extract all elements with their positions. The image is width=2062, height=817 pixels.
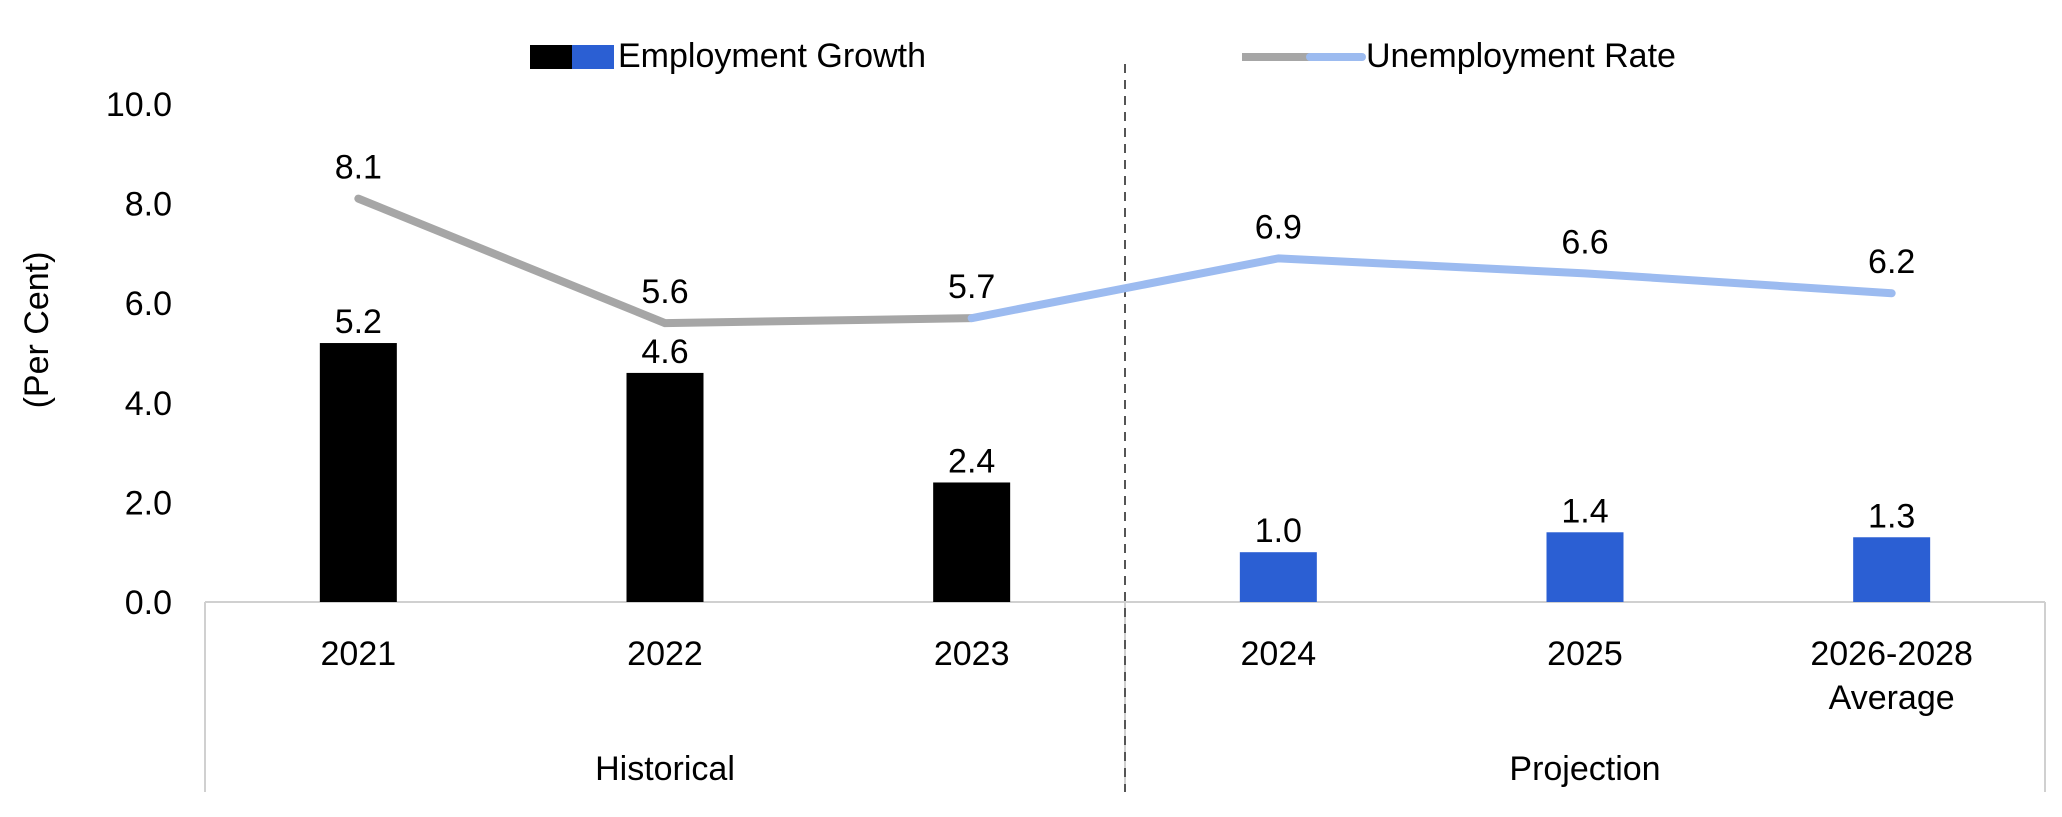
- legend-item-unemployment-rate: Unemployment Rate: [1242, 37, 1676, 75]
- line-label-2021: 8.1: [335, 149, 382, 187]
- line-label-2025: 6.6: [1561, 223, 1608, 261]
- bar-series-employment-growth: [319, 343, 1931, 602]
- x-tick-label-2026-2028-average: 2026-2028 Average: [1810, 635, 1973, 717]
- x-axis-frame: [204, 64, 2046, 792]
- bar-label-2021: 5.2: [335, 303, 382, 341]
- y-axis-ticks: 0.0 2.0 4.0 6.0 8.0 10.0: [106, 86, 172, 622]
- y-tick-label-4-0: 4.0: [125, 385, 172, 423]
- y-tick-label-6-0: 6.0: [125, 285, 172, 323]
- legend-item-employment-growth: Employment Growth: [530, 37, 926, 75]
- line-series-unemployment-rate: [354, 194, 1896, 328]
- legend-swatch-employment-growth-historical: [530, 45, 572, 69]
- group-label-projection: Projection: [1509, 750, 1660, 788]
- bar-label-2025: 1.4: [1561, 492, 1608, 530]
- x-axis-category-labels: 2021 2022 2023 2024 2025 2026-2028 Average: [321, 635, 1973, 717]
- y-tick-label-0-0: 0.0: [125, 584, 172, 622]
- x-tick-label-2023: 2023: [934, 635, 1010, 673]
- y-tick-label-8-0: 8.0: [125, 186, 172, 224]
- bar-label-2024: 1.0: [1255, 512, 1302, 550]
- line-segment-projection: [967, 254, 1896, 323]
- legend: Employment Growth Unemployment Rate: [530, 37, 1676, 75]
- bar-2022: [626, 372, 704, 602]
- legend-label-unemployment-rate: Unemployment Rate: [1366, 37, 1676, 75]
- y-tick-label-10-0: 10.0: [106, 86, 172, 124]
- bar-2025: [1546, 532, 1624, 602]
- group-label-historical: Historical: [595, 750, 735, 788]
- bar-label-2023: 2.4: [948, 442, 995, 480]
- bar-label-2022: 4.6: [641, 333, 688, 371]
- legend-label-employment-growth: Employment Growth: [618, 37, 926, 75]
- bar-2024: [1239, 552, 1317, 602]
- bar-2026-2028-average: [1853, 537, 1931, 602]
- line-data-labels: 8.1 5.6 5.7 6.9 6.6 6.2: [335, 149, 1916, 312]
- y-tick-label-2-0: 2.0: [125, 484, 172, 522]
- line-segment-historical: [354, 194, 976, 328]
- bar-2023: [933, 482, 1011, 602]
- x-axis-group-labels: Historical Projection: [595, 750, 1661, 788]
- line-label-2024: 6.9: [1255, 208, 1302, 246]
- y-axis-title: (Per Cent): [18, 252, 56, 409]
- x-tick-label-2025: 2025: [1547, 635, 1623, 673]
- line-label-2026-2028-average: 6.2: [1868, 243, 1915, 281]
- bar-2021: [319, 343, 397, 602]
- x-tick-label-2021: 2021: [321, 635, 397, 673]
- line-label-2023: 5.7: [948, 268, 995, 306]
- x-tick-label-2024: 2024: [1241, 635, 1317, 673]
- x-tick-label-2022: 2022: [627, 635, 703, 673]
- bar-label-2026-2028-average: 1.3: [1868, 497, 1915, 535]
- bar-data-labels: 5.2 4.6 2.4 1.0 1.4 1.3: [335, 303, 1916, 550]
- line-label-2022: 5.6: [641, 273, 688, 311]
- legend-swatch-employment-growth-projection: [572, 45, 614, 69]
